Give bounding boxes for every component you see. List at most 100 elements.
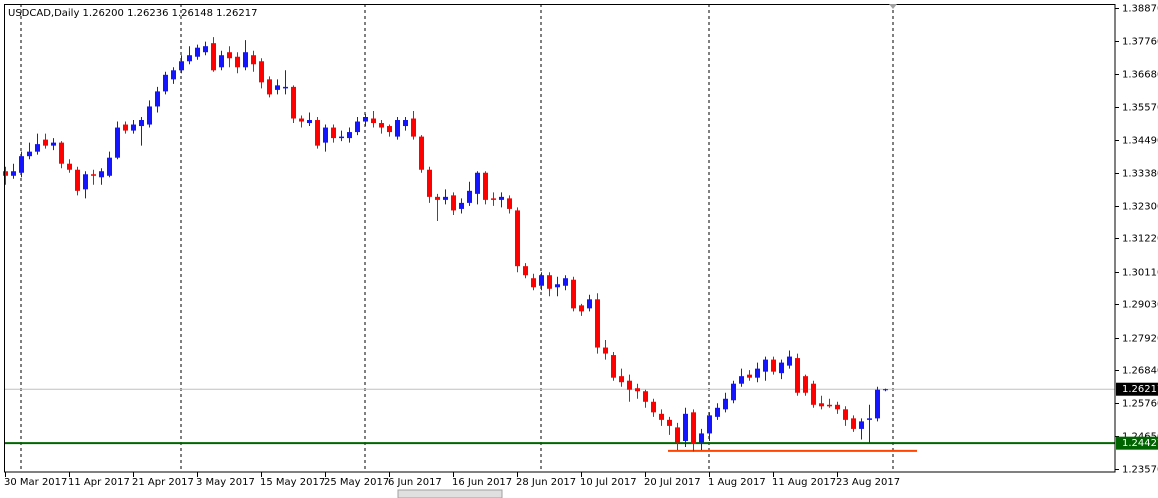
candle-body: [91, 174, 96, 176]
candle-body: [747, 374, 752, 378]
candle-body: [395, 120, 400, 137]
candle-body: [427, 169, 432, 197]
candle-body: [123, 124, 128, 131]
candle-body: [611, 355, 616, 378]
candle-body: [491, 198, 496, 200]
candle-body: [291, 86, 296, 119]
candle-body: [507, 198, 512, 209]
candle-body: [867, 418, 872, 420]
candle-body: [835, 404, 840, 410]
candle-body: [651, 401, 656, 413]
candle-body: [843, 409, 848, 420]
candle-body: [211, 43, 216, 71]
candle-body: [579, 305, 584, 312]
candle-body: [99, 171, 104, 178]
candle-body: [739, 376, 744, 384]
candle-body: [83, 174, 88, 190]
candle-body: [331, 127, 336, 139]
candle-body: [435, 196, 440, 200]
candle-body: [387, 126, 392, 133]
candle-body: [467, 190, 472, 203]
candle-body: [531, 278, 536, 288]
candle-body: [51, 142, 56, 146]
x-tick-label: 1 Aug 2017: [708, 477, 766, 488]
x-tick-label: 10 Jul 2017: [580, 477, 637, 488]
candle-body: [723, 398, 728, 410]
x-tick-label: 23 Aug 2017: [836, 477, 900, 488]
candle-body: [499, 196, 504, 200]
candle-body: [619, 376, 624, 383]
candle-body: [827, 404, 832, 407]
x-tick-label: 25 May 2017: [324, 477, 389, 488]
candle-body: [811, 383, 816, 405]
candle-body: [547, 275, 552, 289]
y-tick-label: 1.35570: [1122, 103, 1158, 114]
candle-body: [363, 117, 368, 122]
y-tick-label: 1.36680: [1122, 70, 1158, 81]
candle-body: [171, 70, 176, 80]
candle-body: [147, 106, 152, 125]
candle-body: [355, 121, 360, 133]
y-tick-label: 1.29030: [1122, 300, 1158, 311]
candle-body: [155, 91, 160, 107]
x-tick-label: 3 May 2017: [196, 477, 255, 488]
x-tick-label: 20 Jul 2017: [644, 477, 701, 488]
candle-body: [451, 195, 456, 211]
candle-body: [587, 299, 592, 309]
candle-body: [371, 118, 376, 124]
candle-body: [139, 120, 144, 127]
candle-body: [643, 391, 648, 402]
candle-body: [203, 46, 208, 53]
candle-body: [347, 132, 352, 139]
x-tick-label: 15 May 2017: [260, 477, 325, 488]
y-tick-label: 1.37760: [1122, 37, 1158, 48]
y-tick-label: 1.33380: [1122, 169, 1158, 180]
candle-body: [699, 433, 704, 443]
candle-body: [707, 415, 712, 434]
candle-body: [163, 74, 168, 92]
candle-body: [483, 172, 488, 200]
candle-body: [115, 127, 120, 158]
price-box: [1116, 436, 1158, 450]
candle-body: [539, 275, 544, 286]
candle-body: [307, 120, 312, 124]
candle-body: [315, 120, 320, 146]
x-tick-label: 6 Jun 2017: [388, 477, 442, 488]
y-tick-label: 1.30110: [1122, 268, 1158, 279]
price-box-label: 1.26217: [1122, 384, 1158, 395]
candle-body: [803, 376, 808, 393]
candle-body: [283, 86, 288, 89]
y-tick-label: 1.38870: [1122, 4, 1158, 15]
candle-body: [219, 55, 224, 68]
candle-body: [851, 418, 856, 429]
chart-title: USDCAD,Daily 1.26200 1.26236 1.26148 1.2…: [8, 8, 258, 19]
y-tick-label: 1.32300: [1122, 202, 1158, 213]
x-tick-label: 11 Aug 2017: [772, 477, 836, 488]
price-box: [1116, 382, 1158, 396]
candle-body: [419, 136, 424, 170]
candle-body: [67, 163, 72, 170]
candle-body: [659, 413, 664, 420]
x-tick-label: 16 Jun 2017: [452, 477, 512, 488]
candle-body: [187, 55, 192, 62]
scroll-tab[interactable]: [397, 489, 503, 498]
candle-body: [3, 171, 8, 176]
candle-body: [595, 299, 600, 348]
candle-body: [299, 118, 304, 122]
candle-body: [715, 407, 720, 417]
candle-body: [555, 284, 560, 288]
y-tick-label: 1.26840: [1122, 366, 1158, 377]
candle-body: [515, 210, 520, 267]
candle-body: [691, 412, 696, 444]
y-tick-label: 1.25760: [1122, 399, 1158, 410]
candle-body: [267, 79, 272, 95]
candle-body: [443, 196, 448, 200]
candle-body: [475, 172, 480, 194]
shift-marker: [889, 4, 897, 9]
candle-body: [179, 61, 184, 71]
candle-body: [59, 142, 64, 164]
candle-body: [131, 124, 136, 131]
candle-body: [403, 120, 408, 127]
